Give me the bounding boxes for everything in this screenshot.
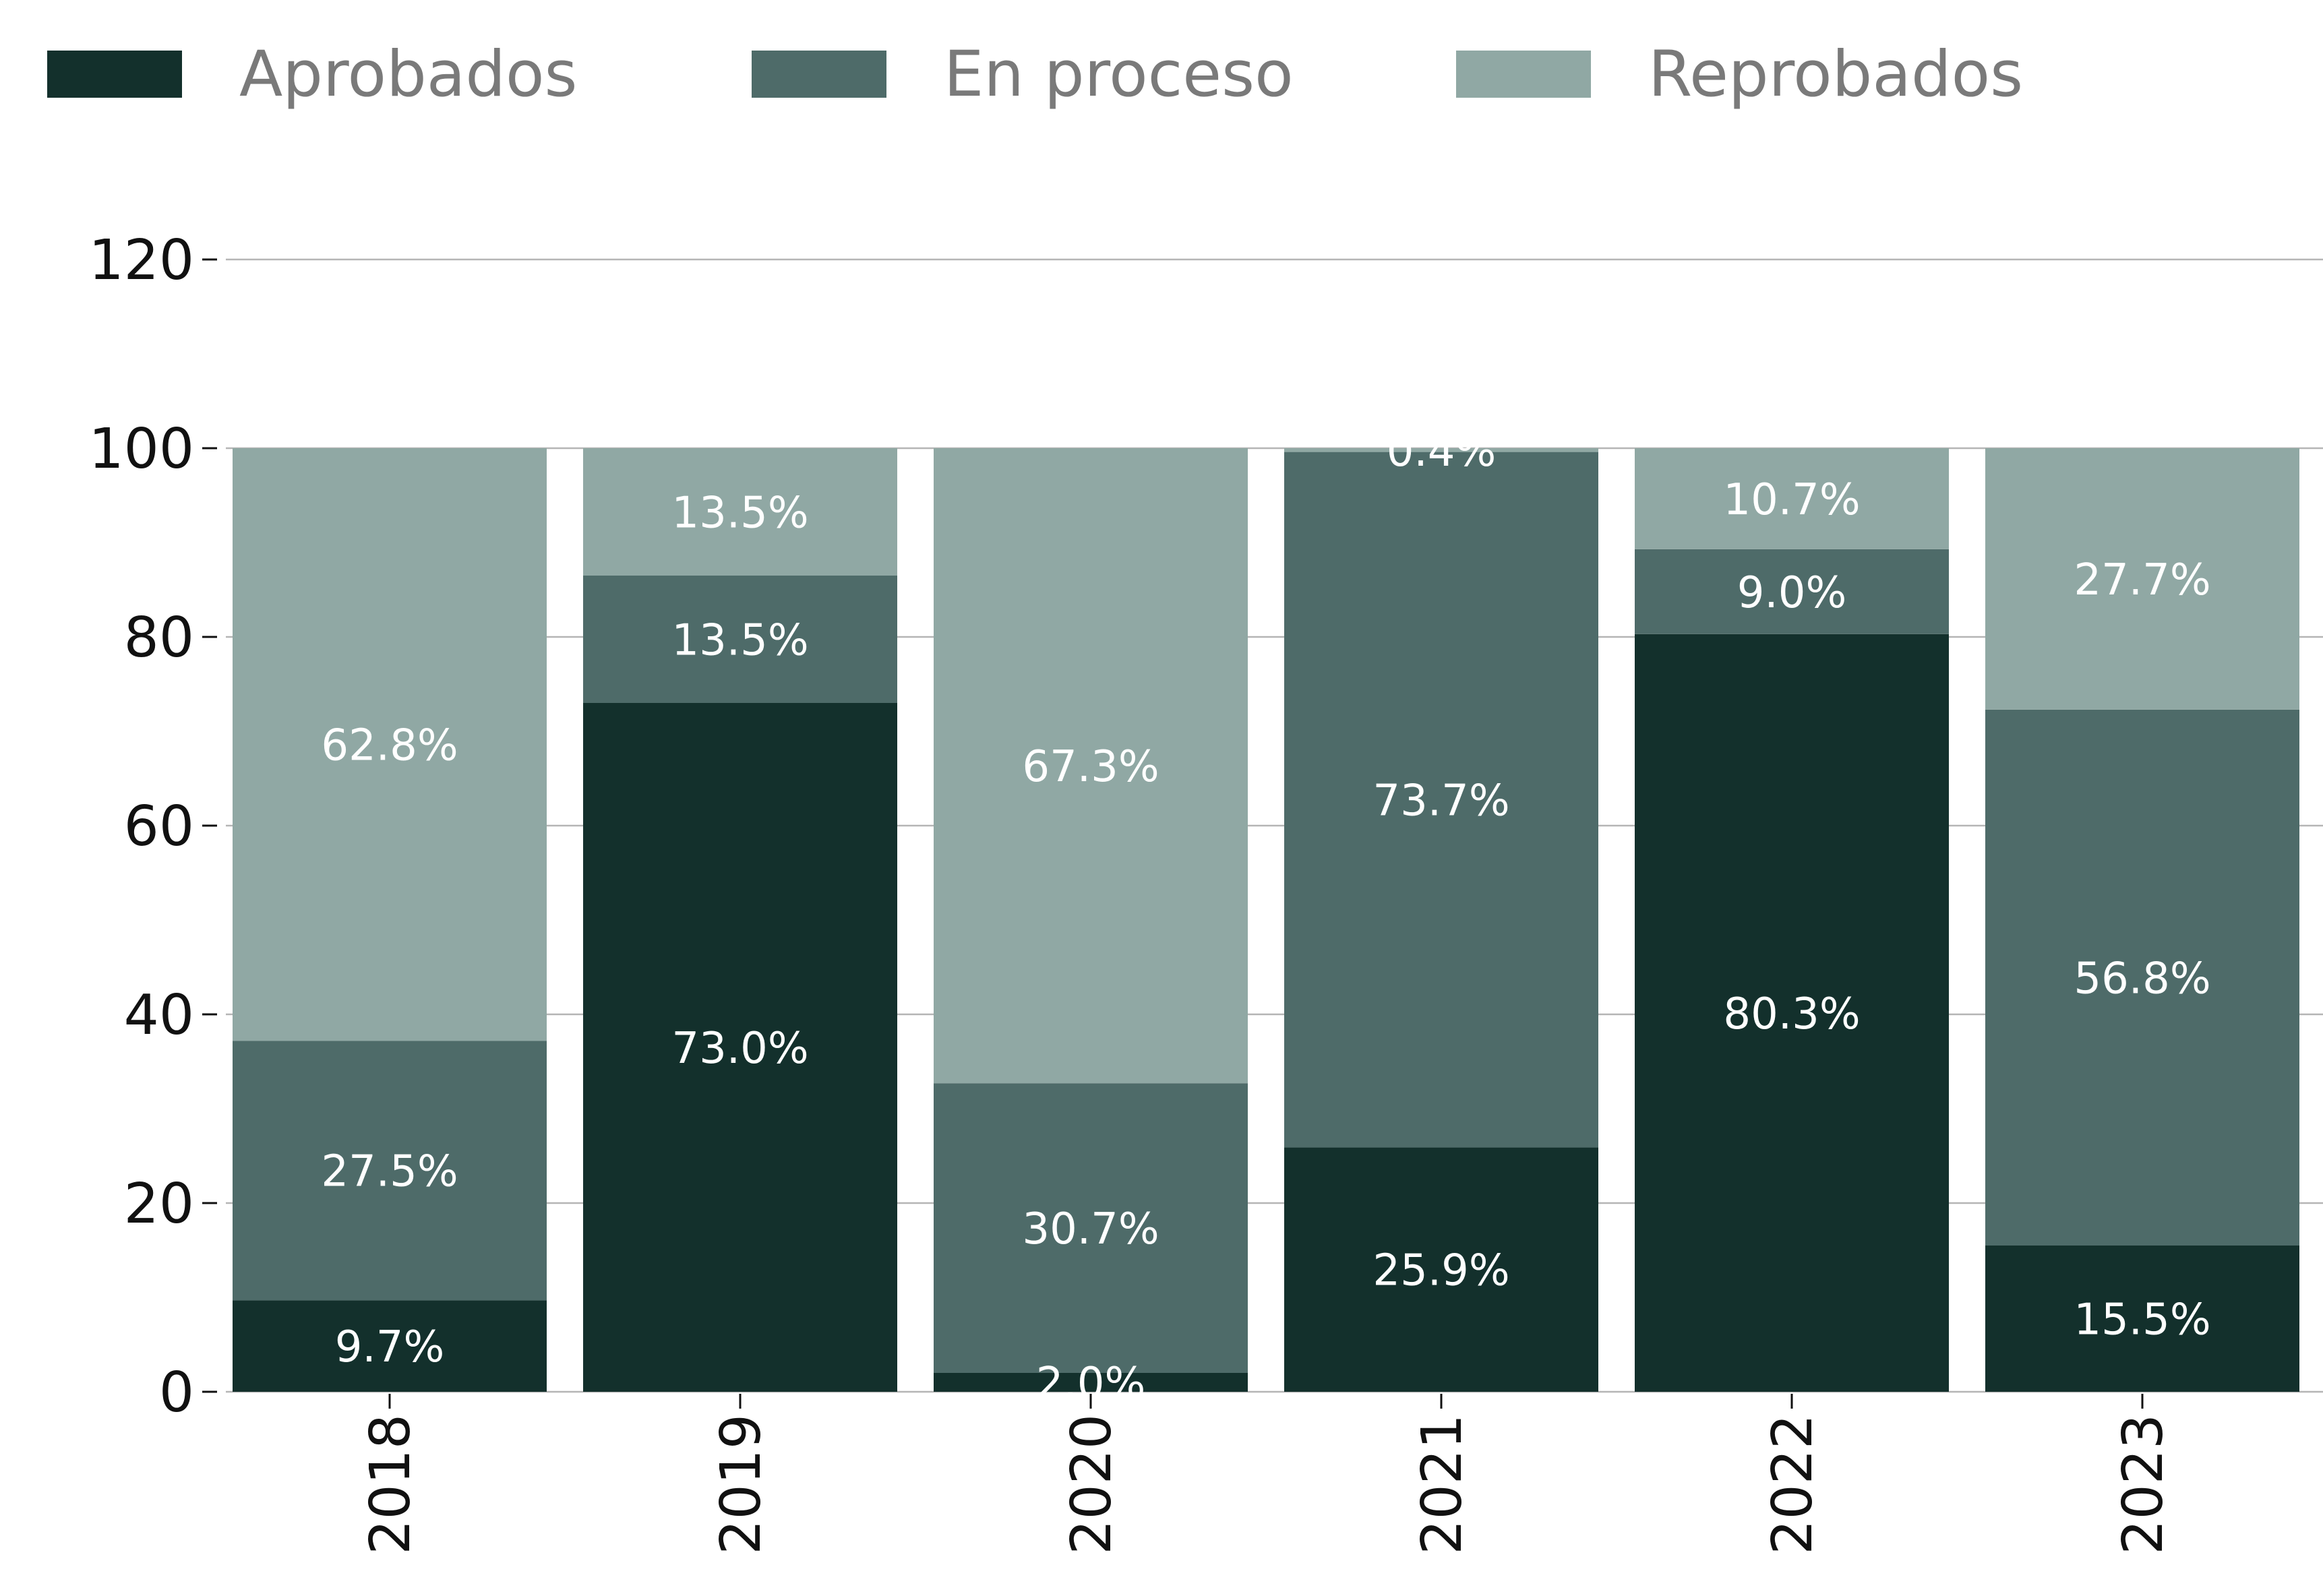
y-tick-label: 100: [88, 417, 194, 481]
legend-label: Aprobados: [239, 38, 578, 111]
data-label: 30.7%: [1022, 1204, 1159, 1254]
data-label: 27.5%: [321, 1147, 458, 1197]
x-tick-label: 2019: [709, 1414, 773, 1555]
data-labels: 9.7%27.5%62.8%73.0%13.5%13.5%2.0%30.7%67…: [321, 427, 2210, 1409]
data-label: 13.5%: [671, 489, 808, 539]
bar-segment-en-proceso-2019: [583, 576, 897, 703]
data-label: 9.0%: [1737, 568, 1847, 618]
legend-swatch: [1456, 51, 1591, 98]
y-tick-label: 40: [124, 983, 194, 1047]
bar-segment-aprobados-2022: [1635, 634, 1949, 1392]
x-tick-label: 2018: [359, 1414, 423, 1555]
bar-segment-reprobados-2020: [934, 448, 1248, 1084]
data-label: 25.9%: [1372, 1246, 1509, 1296]
bar-segment-aprobados-2023: [1985, 1246, 2299, 1392]
bars: [233, 448, 2299, 1392]
bar-segment-en-proceso-2021: [1284, 452, 1598, 1148]
bar-segment-aprobados-2021: [1284, 1147, 1598, 1392]
bar-segment-aprobados-2020: [934, 1373, 1248, 1392]
gridlines: [226, 258, 2323, 1393]
x-axis: 2018 2019 2020 2021 2022 2023: [359, 1394, 2175, 1555]
bar-segment-aprobados-2019: [583, 703, 897, 1392]
data-label: 13.5%: [671, 616, 808, 666]
x-tick-label: 2022: [1761, 1414, 1825, 1555]
legend-swatch: [47, 51, 182, 98]
bar-segment-aprobados-2018: [233, 1300, 547, 1392]
x-tick-label: 2023: [2111, 1414, 2175, 1555]
y-tick-label: 60: [124, 795, 194, 859]
data-label: 0.4%: [1387, 427, 1497, 477]
data-label: 67.3%: [1022, 742, 1159, 792]
data-label: 62.8%: [321, 721, 458, 771]
bar-segment-reprobados-2018: [233, 448, 547, 1041]
bar-segment-en-proceso-2022: [1635, 549, 1949, 634]
y-tick-label: 120: [88, 228, 194, 293]
bar-segment-reprobados-2019: [583, 448, 897, 576]
y-axis: 0 20 40 60 80 100 120: [88, 228, 217, 1425]
data-label: 27.7%: [2074, 555, 2210, 605]
x-tick-label: 2020: [1060, 1414, 1124, 1555]
bar-segment-en-proceso-2023: [1985, 709, 2299, 1246]
legend-label: Reprobados: [1648, 38, 2023, 111]
data-label: 10.7%: [1723, 475, 1860, 525]
x-tick-label: 2021: [1410, 1414, 1474, 1555]
bar-segment-reprobados-2021: [1284, 448, 1598, 452]
data-label: 80.3%: [1723, 989, 1860, 1039]
y-tick-label: 20: [124, 1172, 194, 1236]
bar-segment-reprobados-2023: [1985, 448, 2299, 710]
bar-segment-reprobados-2022: [1635, 448, 1949, 549]
data-label: 15.5%: [2074, 1295, 2210, 1345]
bar-segment-en-proceso-2018: [233, 1041, 547, 1301]
data-label: 73.0%: [671, 1024, 808, 1074]
legend: Aprobados En proceso Reprobados: [47, 38, 2023, 111]
bar-segment-en-proceso-2020: [934, 1083, 1248, 1373]
data-label: 9.7%: [335, 1322, 445, 1372]
data-label: 73.7%: [1372, 776, 1509, 826]
y-tick-label: 0: [159, 1361, 194, 1425]
y-tick-label: 80: [124, 606, 194, 670]
data-label: 56.8%: [2074, 954, 2210, 1004]
legend-swatch: [752, 51, 886, 98]
legend-label: En proceso: [944, 38, 1294, 111]
